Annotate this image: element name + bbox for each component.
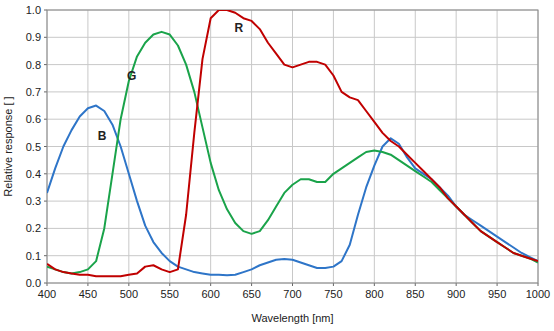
series-label: G	[127, 69, 136, 83]
x-tick-label: 1000	[526, 288, 550, 300]
y-tick-label: 0.4	[26, 168, 41, 180]
y-tick-label: 0.1	[26, 250, 41, 262]
y-tick-label: 0.2	[26, 222, 41, 234]
series-line	[47, 106, 538, 276]
x-tick-label: 650	[242, 288, 260, 300]
series-labels: B G R	[98, 21, 244, 143]
y-axis-title: Relative response [ ]	[2, 96, 14, 196]
x-grid-line	[210, 10, 211, 283]
axes: 0.00.10.20.30.40.50.60.70.80.91.04004505…	[26, 4, 551, 300]
y-tick-label: 0.5	[26, 141, 41, 153]
x-tick-label: 550	[161, 288, 179, 300]
y-tick-label: 0.6	[26, 113, 41, 125]
chart: 0.00.10.20.30.40.50.60.70.80.91.04004505…	[0, 0, 554, 331]
x-grid-line	[128, 10, 129, 283]
x-axis-title: Wavelength [nm]	[251, 312, 333, 324]
series-lines	[47, 10, 538, 276]
y-tick-label: 0.7	[26, 86, 41, 98]
x-grid-line	[169, 10, 170, 283]
x-tick-label: 500	[120, 288, 138, 300]
x-tick-label: 900	[447, 288, 465, 300]
x-grid-line	[333, 10, 334, 283]
x-grid-line	[292, 10, 293, 283]
y-tick-label: 0.9	[26, 31, 41, 43]
x-tick-label: 800	[365, 288, 383, 300]
series-label: B	[98, 129, 107, 143]
y-tick-label: 1.0	[26, 4, 41, 16]
series-line	[47, 10, 538, 276]
x-grid-line	[456, 10, 457, 283]
plot-frame	[47, 10, 538, 283]
x-tick-label: 850	[406, 288, 424, 300]
x-tick-label: 400	[38, 288, 56, 300]
x-tick-label: 450	[79, 288, 97, 300]
x-grid-line	[251, 10, 252, 283]
x-tick-label: 950	[488, 288, 506, 300]
x-grid-line	[415, 10, 416, 283]
plot-background	[47, 10, 538, 283]
x-grid-line	[87, 10, 88, 283]
x-tick-label: 700	[283, 288, 301, 300]
y-tick-label: 0.3	[26, 195, 41, 207]
x-tick-label: 600	[201, 288, 219, 300]
series-label: R	[235, 21, 244, 35]
x-tick-label: 750	[324, 288, 342, 300]
x-grid-line	[374, 10, 375, 283]
y-tick-label: 0.8	[26, 59, 41, 71]
grid	[47, 10, 538, 283]
